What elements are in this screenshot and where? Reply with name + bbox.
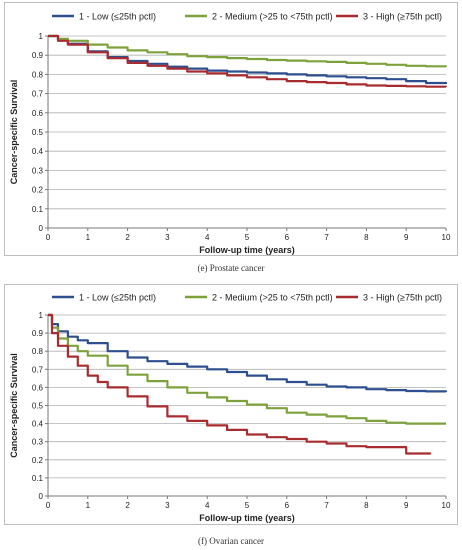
x-tick-label: 2 (125, 233, 130, 242)
legend-label: 2 - Medium (>25 to <75th pctl) (212, 12, 333, 22)
y-axis-label: Cancer-specific Survival (9, 353, 19, 458)
y-tick-label: 0.5 (32, 402, 44, 411)
y-tick-label: 0 (39, 492, 44, 501)
x-tick-label: 8 (364, 233, 369, 242)
series-line (48, 34, 448, 88)
y-tick-label: 0.9 (32, 329, 44, 338)
series-line (48, 313, 446, 425)
x-tick-label: 4 (205, 233, 210, 242)
x-tick-label: 9 (404, 233, 409, 242)
y-axis-label: Cancer-specific Survival (9, 80, 19, 185)
ovarian-chart-panel: 1 - Low (≤25th pctl) 2 - Medium (>25 to <… (4, 284, 458, 525)
y-tick-label: 0.4 (32, 147, 44, 156)
y-tick-label: 0.6 (32, 383, 44, 392)
x-tick-label: 9 (404, 501, 409, 510)
prostate-caption: (e) Prostate cancer (197, 263, 265, 273)
y-tick-label: 0.9 (32, 51, 44, 60)
legend-label: 1 - Low (≤25th pctl) (79, 293, 156, 303)
y-tick-label: 0.4 (32, 420, 44, 429)
x-tick-label: 6 (285, 233, 290, 242)
y-tick-label: 0 (39, 224, 44, 233)
series-line (48, 34, 448, 68)
x-tick-label: 8 (364, 501, 369, 510)
series-line (48, 313, 448, 393)
prostate-survival-chart: 1 - Low (≤25th pctl) 2 - Medium (>25 to <… (9, 12, 451, 256)
y-tick-label: 0.1 (32, 205, 44, 214)
y-tick-label: 0.7 (32, 365, 44, 374)
y-tick-label: 0.2 (32, 186, 44, 195)
x-tick-label: 5 (245, 501, 250, 510)
x-tick-label: 0 (46, 233, 51, 242)
ovarian-caption: (f) Ovarian cancer (198, 536, 264, 546)
x-tick-label: 10 (442, 501, 451, 510)
x-tick-label: 7 (324, 233, 329, 242)
y-tick-label: 0.3 (32, 438, 44, 447)
x-axis-label: Follow-up time (years) (199, 245, 295, 255)
y-tick-label: 0.6 (32, 109, 44, 118)
prostate-chart-panel: 1 - Low (≤25th pctl) 2 - Medium (>25 to <… (4, 2, 458, 256)
x-tick-label: 3 (165, 233, 170, 242)
x-tick-label: 1 (86, 233, 91, 242)
y-tick-label: 0.5 (32, 128, 44, 137)
y-tick-label: 1 (39, 311, 44, 320)
x-tick-label: 7 (324, 501, 329, 510)
y-tick-label: 0.1 (32, 474, 44, 483)
legend-label: 3 - High (≥75th pctl) (363, 293, 442, 303)
y-tick-label: 0.2 (32, 456, 44, 465)
x-tick-label: 10 (442, 233, 451, 242)
x-tick-label: 0 (46, 501, 51, 510)
y-tick-label: 0.3 (32, 166, 44, 175)
legend-label: 3 - High (≥75th pctl) (363, 12, 442, 22)
y-tick-label: 1 (39, 32, 44, 41)
x-tick-label: 5 (245, 233, 250, 242)
x-tick-label: 4 (205, 501, 210, 510)
ovarian-survival-chart: 1 - Low (≤25th pctl) 2 - Medium (>25 to <… (9, 293, 451, 524)
y-tick-label: 0.8 (32, 70, 44, 79)
legend-label: 1 - Low (≤25th pctl) (79, 12, 156, 22)
series-line (48, 313, 432, 455)
legend-label: 2 - Medium (>25 to <75th pctl) (212, 293, 333, 303)
x-tick-label: 2 (125, 501, 130, 510)
y-tick-label: 0.8 (32, 347, 44, 356)
x-tick-label: 1 (86, 501, 91, 510)
x-axis-label: Follow-up time (years) (199, 513, 295, 523)
x-tick-label: 6 (285, 501, 290, 510)
x-tick-label: 3 (165, 501, 170, 510)
y-tick-label: 0.7 (32, 90, 44, 99)
